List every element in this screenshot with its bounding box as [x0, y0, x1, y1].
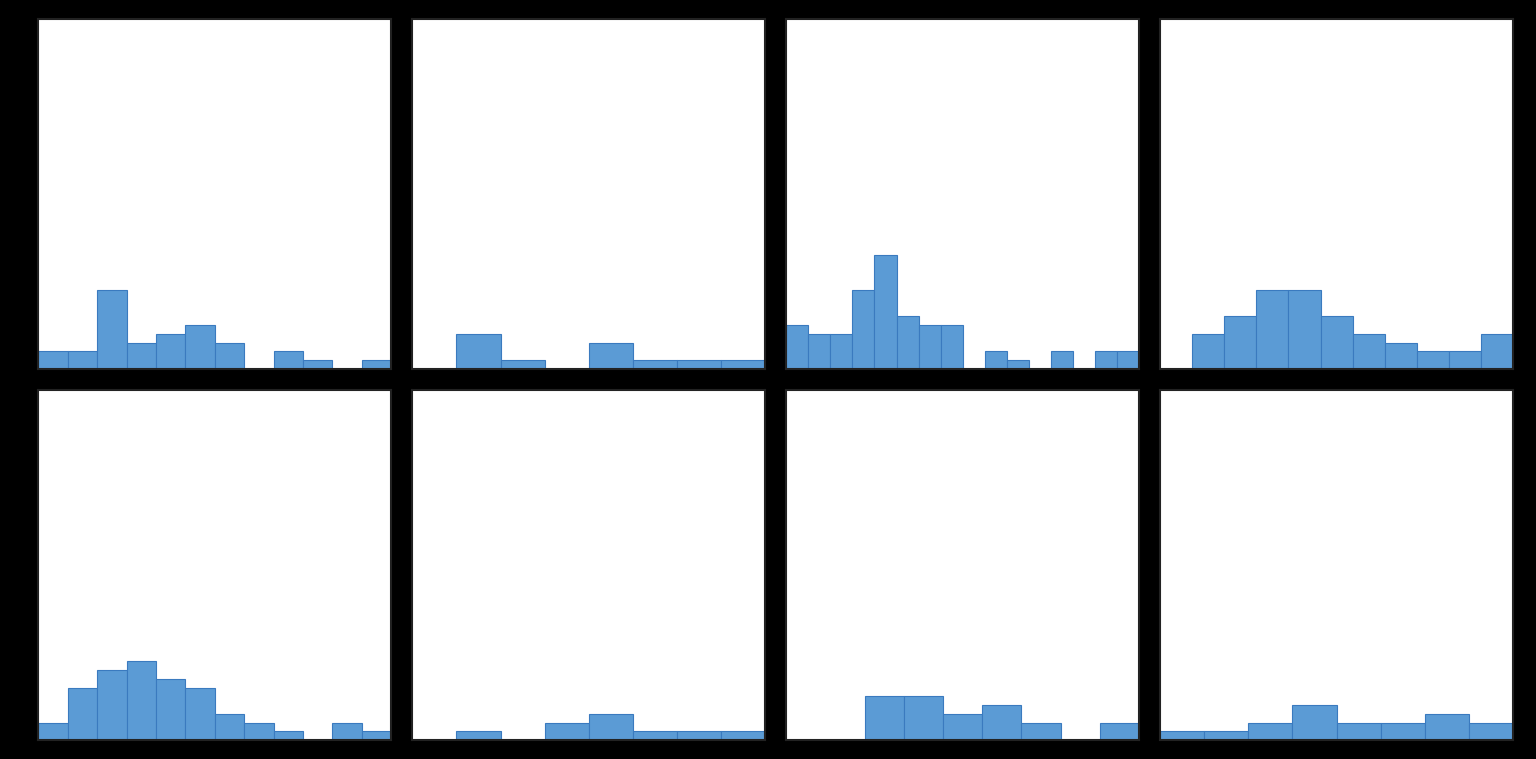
Bar [1336, 723, 1381, 740]
Bar [943, 713, 982, 740]
Bar [501, 361, 545, 369]
Bar [273, 351, 303, 369]
Bar [720, 731, 765, 740]
Bar [126, 343, 157, 369]
Bar [1321, 317, 1353, 369]
Bar [588, 713, 633, 740]
Bar [545, 723, 588, 740]
Bar [874, 255, 897, 369]
Bar [1353, 334, 1384, 369]
Bar [677, 361, 720, 369]
Bar [985, 351, 1006, 369]
Bar [1292, 705, 1336, 740]
Bar [1100, 723, 1140, 740]
Bar [897, 317, 919, 369]
Bar [38, 723, 68, 740]
Bar [68, 688, 97, 740]
Bar [1204, 731, 1249, 740]
Bar [633, 731, 677, 740]
Bar [633, 361, 677, 369]
Bar [831, 334, 852, 369]
Bar [244, 723, 273, 740]
Bar [157, 679, 186, 740]
Bar [456, 731, 501, 740]
Bar [97, 290, 126, 369]
Bar [126, 661, 157, 740]
Bar [1051, 351, 1072, 369]
Bar [1481, 334, 1513, 369]
Bar [940, 326, 963, 369]
Bar [1289, 290, 1321, 369]
Bar [1192, 334, 1224, 369]
Bar [1448, 351, 1481, 369]
Bar [1425, 713, 1468, 740]
Bar [982, 705, 1021, 740]
Bar [720, 361, 765, 369]
Bar [97, 670, 126, 740]
Bar [215, 343, 244, 369]
Bar [68, 351, 97, 369]
Bar [865, 696, 903, 740]
Bar [1006, 361, 1029, 369]
Bar [919, 326, 940, 369]
Bar [186, 688, 215, 740]
Bar [1256, 290, 1289, 369]
Bar [1249, 723, 1292, 740]
Bar [903, 696, 943, 740]
Bar [273, 731, 303, 740]
Bar [1416, 351, 1448, 369]
Bar [215, 713, 244, 740]
Bar [1224, 317, 1256, 369]
Bar [677, 731, 720, 740]
Bar [38, 351, 68, 369]
Bar [362, 361, 392, 369]
Bar [186, 326, 215, 369]
Bar [303, 361, 332, 369]
Bar [1160, 731, 1204, 740]
Bar [157, 334, 186, 369]
Bar [1095, 351, 1117, 369]
Bar [786, 326, 808, 369]
Bar [588, 343, 633, 369]
Bar [1117, 351, 1140, 369]
Bar [808, 334, 831, 369]
Bar [456, 334, 501, 369]
Bar [852, 290, 874, 369]
Bar [1021, 723, 1061, 740]
Bar [1384, 343, 1416, 369]
Bar [1468, 723, 1513, 740]
Bar [332, 723, 362, 740]
Bar [1381, 723, 1425, 740]
Bar [362, 731, 392, 740]
